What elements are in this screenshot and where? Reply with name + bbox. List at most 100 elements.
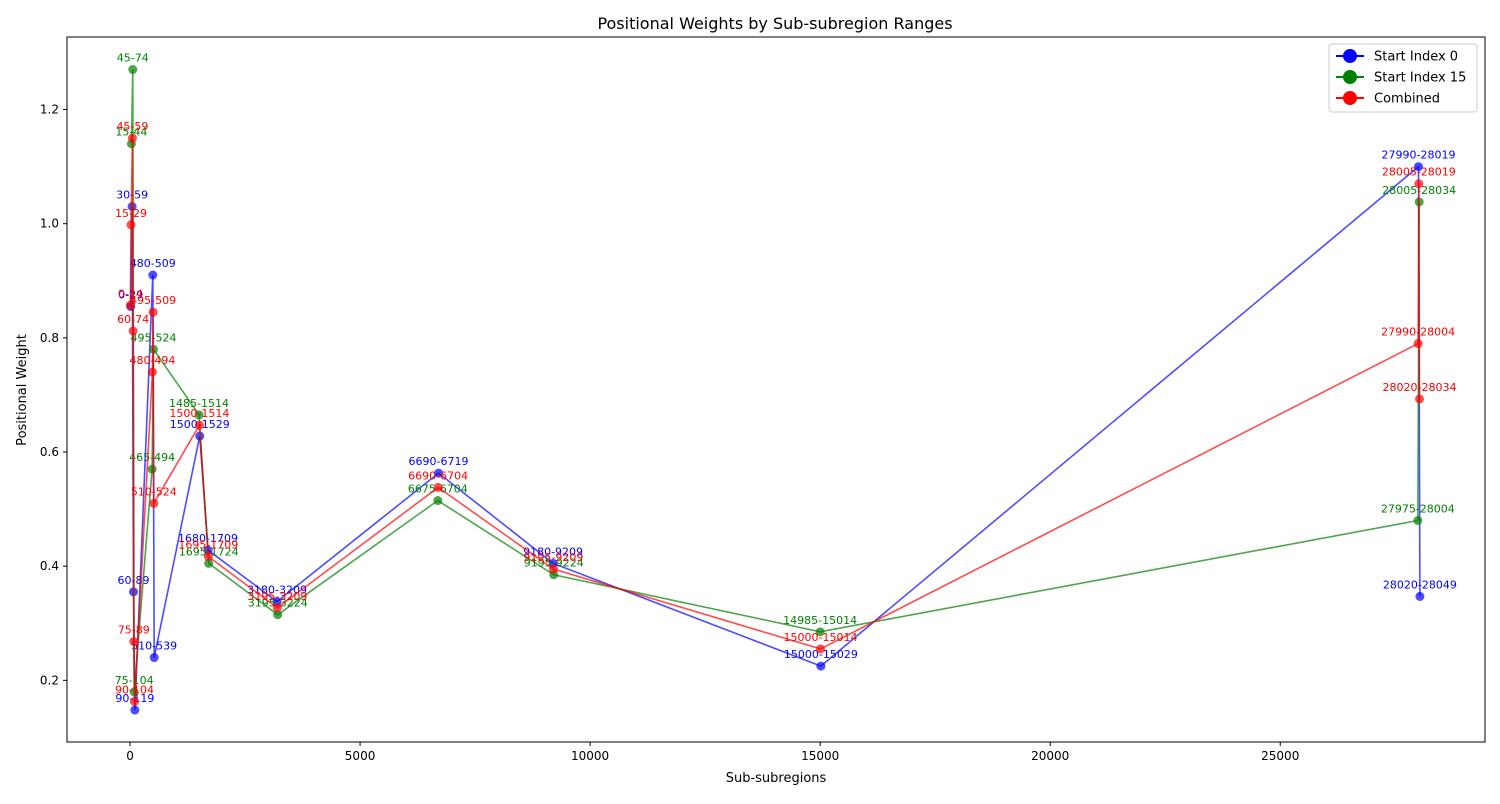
legend-marker [1343,91,1357,105]
data-point [130,705,140,715]
data-label: 0-14 [118,287,143,300]
plot-area: 0-2930-5960-8990-119480-509510-5391500-1… [115,52,1457,715]
data-label: 9195-9209 [523,551,583,564]
data-label: 75-89 [118,624,150,637]
data-point [1414,162,1424,172]
data-point [126,220,136,230]
data-label: 480-509 [130,257,176,270]
plot-frame [66,36,1486,743]
data-label: 15-44 [115,126,147,139]
data-point [125,300,135,310]
data-point [1413,516,1423,526]
legend-box [1328,43,1478,113]
data-label: 510-539 [131,640,177,653]
y-tick-label: 0.2 [40,673,59,687]
data-label: 1485-1514 [169,397,229,410]
data-point [128,65,138,75]
data-point [147,464,157,474]
data-label: 27975-28004 [1381,503,1455,516]
legend-label: Start Index 0 [1374,50,1458,65]
y-tick-label: 1.0 [40,217,59,231]
data-label: 45-59 [116,120,148,133]
x-tick-label: 5000 [345,749,376,763]
data-label: 465-494 [129,451,175,464]
legend-label: Combined [1374,92,1440,107]
chart-title: Positional Weights by Sub-subregion Rang… [597,14,952,33]
legend-label: Start Index 15 [1374,71,1466,86]
data-point [204,558,214,568]
data-label: 60-74 [117,313,149,326]
data-point [816,661,826,671]
data-label: 3195-3224 [248,597,308,610]
data-label: 6690-6704 [408,469,468,482]
x-tick-label: 20000 [1031,749,1069,763]
data-label: 1695-1709 [178,538,238,551]
data-point [272,603,282,613]
data-label: 90-104 [115,683,154,696]
data-point [194,410,204,420]
x-tick-label: 25000 [1261,749,1299,763]
data-label: 28005-28019 [1382,166,1456,179]
data-point [149,498,159,508]
data-point [1415,394,1425,404]
x-tick-label: 15000 [801,749,839,763]
data-point [433,496,443,506]
data-label: 28020-28049 [1383,578,1457,591]
data-point [129,637,139,647]
data-label: 480-494 [129,354,175,367]
x-tick-label: 0 [126,749,134,763]
data-point [149,653,159,663]
data-label: 1680-1709 [178,532,238,545]
data-point [1414,179,1424,189]
data-point [1413,339,1423,349]
x-axis: 0 5000 10000 15000 20000 25000 [126,742,1299,763]
data-label: 27990-28019 [1382,149,1456,162]
data-point [548,564,558,574]
data-label: 510-524 [131,485,177,498]
data-point [148,307,158,317]
data-point [127,133,137,143]
data-label: 45-74 [117,52,149,65]
legend-marker [1343,49,1357,63]
y-axis: 0.2 0.4 0.6 0.8 1.0 1.2 [40,102,67,687]
data-point [128,326,138,336]
data-label: 15000-15014 [784,631,858,644]
data-point [147,367,157,377]
y-tick-label: 0.8 [40,331,59,345]
x-tick-label: 10000 [571,749,609,763]
data-point [148,270,158,280]
series-line [129,138,1421,702]
data-label: 3195-3209 [247,590,307,603]
data-point [129,696,139,706]
data-label: 15000-15029 [784,648,858,661]
data-point [194,420,204,430]
legend: Start Index 0 Start Index 15 Combined [1328,43,1478,113]
data-label: 9195-9224 [524,557,584,570]
data-point [1415,591,1425,601]
data-label: 3180-3209 [247,584,307,597]
y-tick-label: 0.4 [40,559,59,573]
data-label: 9180-9209 [523,545,583,558]
data-label: 27990-28004 [1381,326,1455,339]
data-point [434,468,444,478]
y-tick-label: 0.6 [40,445,59,459]
data-point [815,627,825,637]
legend-marker [1343,70,1357,84]
data-label: 1500-1514 [169,407,229,420]
data-label: 14985-15014 [783,614,857,627]
data-point [433,482,443,492]
data-point [815,644,825,654]
y-tick-label: 1.2 [40,102,59,116]
series-group: 0-14 15-29 45-59 60-74 75-89 90-104 480-494 495… [115,120,1457,706]
data-label: 495-509 [130,294,176,307]
data-label: 28020-28034 [1383,381,1457,394]
x-axis-label: Sub-subregions [726,771,827,786]
data-label: 6690-6719 [409,455,469,468]
data-point [203,551,213,561]
y-axis-label: Positional Weight [15,334,30,446]
data-label: 15-29 [115,207,147,220]
data-point [273,610,283,620]
